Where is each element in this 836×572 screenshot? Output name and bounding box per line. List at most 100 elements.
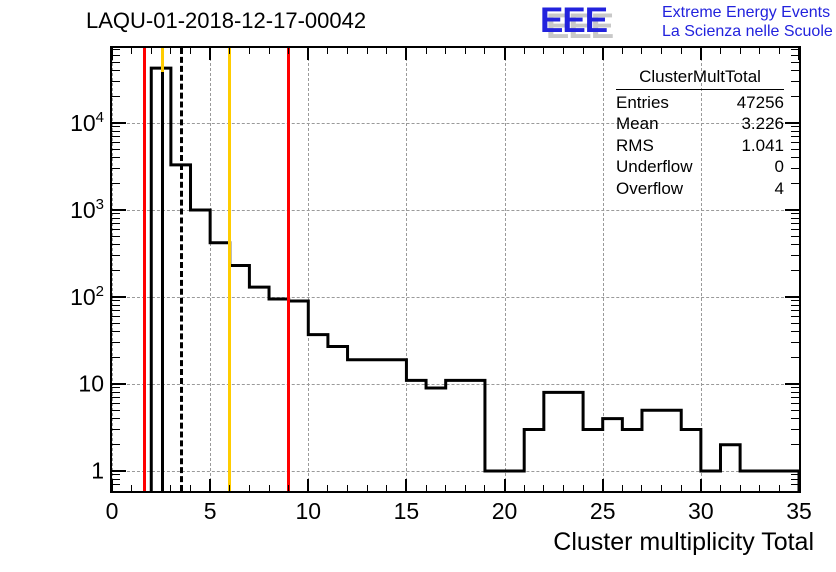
x-tick-major-top: [307, 48, 310, 60]
gridline-vertical: [112, 48, 113, 491]
y-tick-minor-right: [791, 61, 799, 63]
y-tick-minor-right: [791, 228, 799, 230]
gridline-vertical: [308, 48, 310, 491]
x-tick-minor-top: [170, 48, 172, 54]
x-tick-minor-top: [621, 48, 623, 54]
y-tick-minor: [112, 309, 120, 311]
y-tick-minor: [112, 478, 120, 480]
x-tick-minor-top: [445, 48, 447, 54]
page-title: LAQU-01-2018-12-17-00042: [86, 8, 367, 33]
gridline-vertical: [700, 48, 702, 491]
y-tick-minor-right: [791, 48, 799, 50]
y-tick-minor-right: [791, 409, 799, 411]
eee-logo-line2: La Scienza nelle Scuole: [662, 23, 833, 40]
x-tick-minor-top: [562, 48, 564, 54]
x-tick-minor: [661, 485, 663, 491]
y-tick-minor: [112, 315, 120, 317]
x-tick-major-top: [699, 48, 702, 60]
y-tick-minor: [112, 61, 120, 63]
y-tick-minor: [112, 217, 120, 219]
y-tick-minor: [112, 70, 120, 72]
y-tick-minor: [112, 130, 120, 132]
y-tick-minor: [112, 331, 120, 333]
y-tick-minor-right: [791, 396, 799, 398]
x-tick-minor: [582, 485, 584, 491]
x-tick-minor: [170, 485, 172, 491]
marker-line-black-solid: [161, 48, 165, 491]
x-tick-major: [209, 479, 212, 491]
y-tick-minor: [112, 148, 120, 150]
y-tick-minor-right: [791, 70, 799, 72]
y-tick-minor-right: [791, 309, 799, 311]
y-tick-minor: [112, 126, 120, 128]
gridline-horizontal: [112, 210, 799, 211]
y-tick-minor: [112, 474, 120, 476]
x-tick-minor: [484, 485, 486, 491]
x-tick-minor-top: [484, 48, 486, 54]
y-tick-minor-right: [791, 217, 799, 219]
x-tick-minor-top: [582, 48, 584, 54]
y-tick-major-right: [785, 122, 799, 124]
x-tick-major-top: [503, 48, 506, 60]
y-tick-minor: [112, 428, 120, 430]
x-tick-minor-top: [150, 48, 152, 54]
plot-area: [112, 48, 799, 491]
y-tick-minor: [112, 341, 120, 343]
y-tick-major-right: [785, 470, 799, 472]
marker-line-red-low: [143, 48, 147, 491]
gridline-horizontal: [112, 123, 799, 124]
y-tick-label: 102: [70, 283, 104, 310]
x-tick-minor-top: [543, 48, 545, 54]
y-tick-minor-right: [791, 80, 799, 82]
x-tick-minor: [445, 485, 447, 491]
y-tick-minor-right: [791, 357, 799, 359]
x-tick-major: [111, 479, 113, 491]
y-tick-minor-right: [791, 322, 799, 324]
y-tick-minor: [112, 270, 120, 272]
y-tick-minor: [112, 222, 120, 224]
y-tick-minor-right: [791, 183, 799, 185]
x-tick-minor: [621, 485, 623, 491]
y-tick-major-right: [785, 383, 799, 385]
x-tick-minor-top: [661, 48, 663, 54]
eee-logo-mark-shadow: EEE: [546, 7, 614, 46]
y-tick-minor-right: [791, 222, 799, 224]
y-tick-minor: [112, 228, 120, 230]
x-tick-label: 15: [393, 498, 420, 524]
y-tick-minor: [112, 402, 120, 404]
marker-line-black-dash: [180, 48, 184, 491]
marker-line-yellow-high: [228, 48, 232, 491]
y-tick-minor-right: [791, 213, 799, 215]
y-tick-minor: [112, 167, 120, 169]
y-tick-minor: [112, 213, 120, 215]
x-tick-minor-top: [778, 48, 780, 54]
marker-line-red-high: [287, 48, 291, 491]
y-tick-minor: [112, 483, 120, 485]
x-tick-major: [503, 479, 506, 491]
x-tick-minor-top: [268, 48, 270, 54]
y-tick-label: 1: [91, 457, 104, 484]
x-tick-minor-top: [680, 48, 682, 54]
x-tick-minor: [248, 485, 250, 491]
eee-logo-line1: Extreme Energy Events: [662, 4, 831, 21]
y-tick-minor: [112, 254, 120, 256]
y-tick-minor: [112, 244, 120, 246]
x-tick-minor: [562, 485, 564, 491]
plot-frame: [110, 46, 801, 493]
y-tick-minor: [112, 357, 120, 359]
x-tick-minor-top: [366, 48, 368, 54]
stats-row-label: Entries: [616, 92, 669, 112]
y-tick-minor: [112, 391, 120, 393]
y-tick-label: 10: [78, 370, 104, 397]
x-tick-major-top: [111, 48, 113, 60]
x-tick-label: 25: [589, 498, 616, 524]
y-tick-minor-right: [791, 235, 799, 237]
x-tick-major: [601, 479, 604, 491]
y-tick-major: [112, 296, 126, 298]
x-tick-minor: [327, 485, 329, 491]
y-tick-minor-right: [791, 418, 799, 420]
x-tick-minor: [719, 485, 721, 491]
y-tick-minor-right: [791, 130, 799, 132]
x-tick-minor: [347, 485, 349, 491]
y-tick-minor: [112, 396, 120, 398]
